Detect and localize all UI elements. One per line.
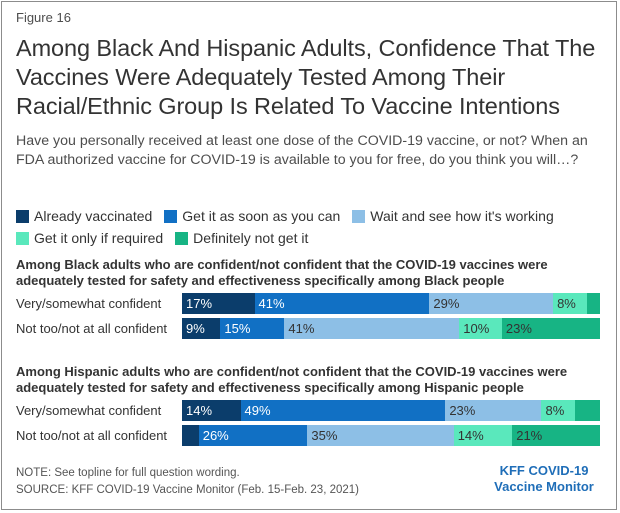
data-label: 10% xyxy=(463,321,490,336)
row-label: Not too/not at all confident xyxy=(16,428,168,443)
bar-segment-definitely-not xyxy=(587,293,600,314)
legend-row-1: Already vaccinated Get it as soon as you… xyxy=(16,205,606,227)
bar-segment-wait-and-see: 29% xyxy=(429,293,554,314)
data-label: 8% xyxy=(557,296,576,311)
row-label: Not too/not at all confident xyxy=(16,321,168,336)
chart-title: Among Black And Hispanic Adults, Confide… xyxy=(16,35,596,119)
legend-swatch xyxy=(16,209,29,223)
bar-segment-only-if-required: 8% xyxy=(553,293,588,314)
brand-line-2: Vaccine Monitor xyxy=(494,479,594,494)
data-label: 49% xyxy=(244,403,271,418)
brand-line-1: KFF COVID-19 xyxy=(499,463,589,478)
data-label: 41% xyxy=(258,296,285,311)
bar-segment-definitely-not xyxy=(574,400,600,421)
bar-segment-already-vaccinated: 9% xyxy=(182,318,221,339)
bar-segment-already-vaccinated: 14% xyxy=(182,400,241,421)
legend-swatch xyxy=(352,209,366,223)
bar-segment-already-vaccinated xyxy=(182,425,199,446)
bar-segment-wait-and-see: 35% xyxy=(307,425,454,446)
bar-segment-get-asap: 49% xyxy=(240,400,446,421)
legend-item-already-vaccinated: Already vaccinated xyxy=(16,208,152,224)
stacked-bar: 9% 15% 41% 10% 23% xyxy=(182,318,600,339)
group-title-hispanic: Among Hispanic adults who are confident/… xyxy=(16,364,568,395)
data-label: 9% xyxy=(186,321,205,336)
data-label: 23% xyxy=(505,321,532,336)
data-label: 26% xyxy=(202,428,229,443)
legend-label: Already vaccinated xyxy=(34,208,153,224)
legend-item-wait-and-see: Wait and see how it's working xyxy=(352,208,554,224)
data-label: 21% xyxy=(516,428,543,443)
data-label: 8% xyxy=(545,403,565,418)
row-label: Very/somewhat confident xyxy=(16,296,162,311)
bar-segment-get-asap: 41% xyxy=(254,293,430,314)
bar-segment-wait-and-see: 41% xyxy=(284,318,460,339)
bar-segment-only-if-required: 10% xyxy=(459,318,502,339)
data-label: 15% xyxy=(224,321,251,336)
stacked-bar: 26% 35% 14% 21% xyxy=(182,425,600,446)
legend-label: Get it as soon as you can xyxy=(182,208,341,224)
group-title-black: Among Black adults who are confident/not… xyxy=(16,257,548,288)
data-label: 35% xyxy=(311,428,338,443)
legend-row-2: Get it only if required Definitely not g… xyxy=(16,227,606,249)
bar-segment-get-asap: 26% xyxy=(198,425,308,446)
data-label: 29% xyxy=(433,296,460,311)
survey-question: Have you personally received at least on… xyxy=(16,133,588,168)
data-label: 17% xyxy=(186,296,213,311)
stacked-bar: 14% 49% 23% 8% xyxy=(182,400,600,421)
kff-logo: KFF COVID-19 Vaccine Monitor xyxy=(484,463,604,495)
legend-item-definitely-not: Definitely not get it xyxy=(175,230,308,246)
data-label: 41% xyxy=(288,321,315,336)
stacked-bar: 17% 41% 29% 8% xyxy=(182,293,600,314)
legend-item-asap: Get it as soon as you can xyxy=(164,208,340,224)
legend-label: Get it only if required xyxy=(34,230,164,246)
data-label: 23% xyxy=(449,403,476,418)
legend-label: Wait and see how it's working xyxy=(370,208,554,224)
row-label: Very/somewhat confident xyxy=(16,403,162,418)
bar-segment-only-if-required: 8% xyxy=(541,400,575,421)
footer-source: SOURCE: KFF COVID-19 Vaccine Monitor (Fe… xyxy=(16,484,359,496)
figure-label: Figure 16 xyxy=(16,10,71,25)
data-label: 14% xyxy=(457,428,484,443)
bar-segment-get-asap: 15% xyxy=(220,318,285,339)
legend-item-only-if-required: Get it only if required xyxy=(16,230,163,246)
legend-swatch xyxy=(164,209,178,223)
legend: Already vaccinated Get it as soon as you… xyxy=(16,205,606,249)
legend-label: Definitely not get it xyxy=(193,230,309,246)
bar-segment-only-if-required: 14% xyxy=(453,425,513,446)
legend-swatch xyxy=(16,231,29,245)
bar-segment-already-vaccinated: 17% xyxy=(182,293,255,314)
bar-segment-wait-and-see: 23% xyxy=(445,400,542,421)
footer-note: NOTE: See topline for full question word… xyxy=(16,467,240,479)
bar-segment-definitely-not: 21% xyxy=(512,425,600,446)
data-label: 14% xyxy=(186,403,213,418)
bar-segment-definitely-not: 23% xyxy=(501,318,600,339)
legend-swatch xyxy=(175,231,189,245)
